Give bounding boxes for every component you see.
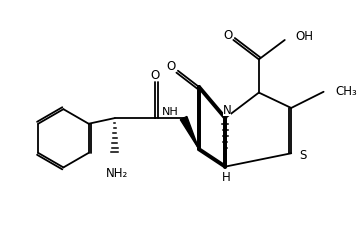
Text: N: N bbox=[223, 103, 231, 116]
Text: H: H bbox=[222, 171, 231, 183]
Text: O: O bbox=[151, 69, 160, 81]
Text: OH: OH bbox=[295, 29, 313, 43]
Text: NH₂: NH₂ bbox=[106, 166, 128, 179]
Text: S: S bbox=[299, 149, 307, 162]
Polygon shape bbox=[180, 117, 199, 150]
Text: O: O bbox=[223, 29, 232, 42]
Text: O: O bbox=[166, 59, 175, 72]
Text: NH: NH bbox=[162, 107, 178, 117]
Text: CH₃: CH₃ bbox=[335, 84, 357, 97]
